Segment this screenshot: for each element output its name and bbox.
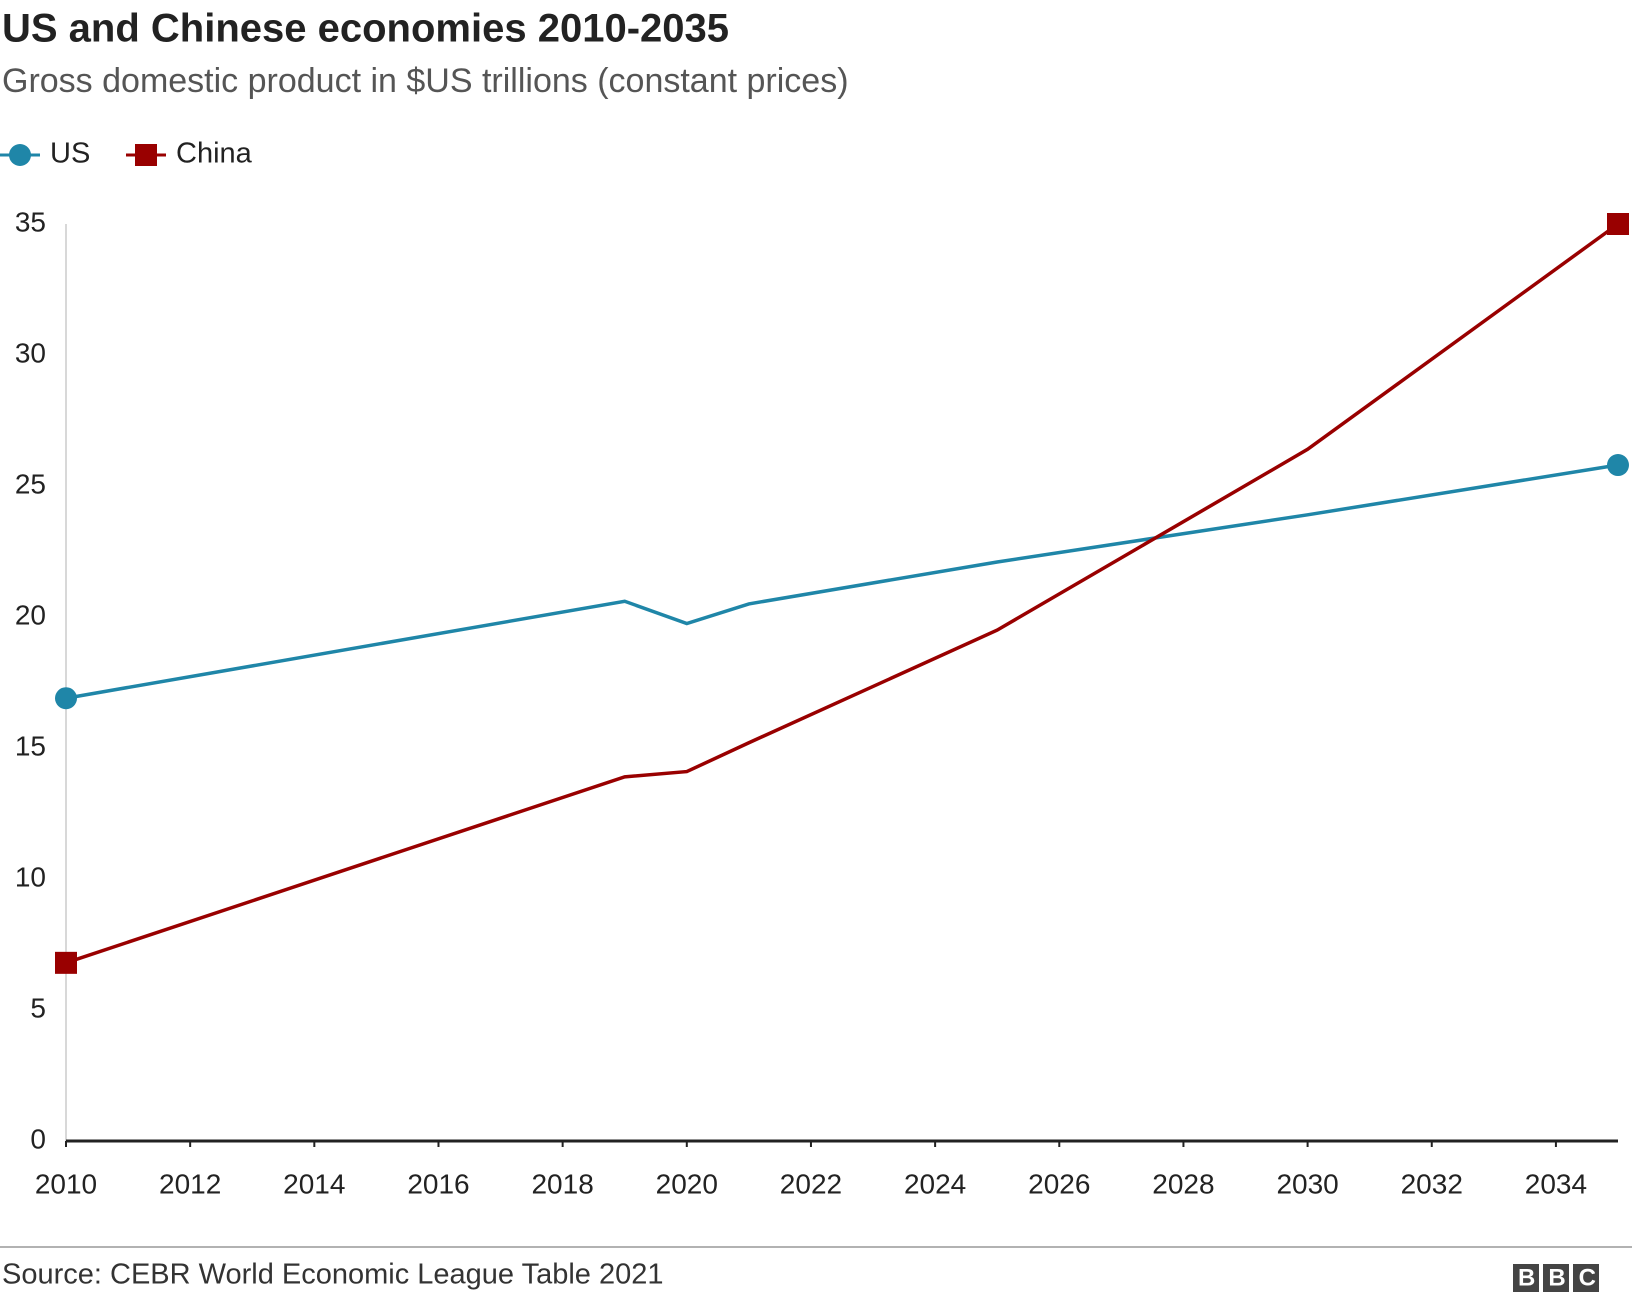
legend-swatch — [9, 144, 31, 166]
legend-label: US — [50, 138, 90, 170]
x-tick-label: 2024 — [904, 1168, 966, 1199]
logo-box — [1513, 1264, 1539, 1292]
x-tick-label: 2028 — [1152, 1168, 1214, 1199]
x-tick-label: 2020 — [656, 1168, 718, 1199]
logo-box — [1543, 1264, 1569, 1292]
x-tick-label: 2014 — [283, 1168, 345, 1199]
x-tick-label: 2012 — [159, 1168, 221, 1199]
end-marker — [1607, 213, 1629, 235]
y-tick-label: 20 — [15, 599, 46, 630]
logo-text: BBC — [1518, 1264, 1609, 1291]
series-line — [65, 463, 1619, 700]
x-tick-label: 2022 — [780, 1168, 842, 1199]
y-tick-label: 15 — [15, 730, 46, 761]
chart-subtitle: Gross domestic product in $US trillions … — [2, 62, 849, 100]
end-marker — [55, 687, 77, 710]
x-tick-label: 2018 — [531, 1168, 593, 1199]
y-tick-label: 10 — [15, 861, 46, 892]
legend-label: China — [176, 138, 253, 170]
x-tick-label: 2016 — [407, 1168, 469, 1199]
x-tick-label: 2026 — [1028, 1168, 1090, 1199]
x-tick-label: 2034 — [1525, 1168, 1587, 1199]
legend-item: US — [0, 138, 90, 170]
chart-title: US and Chinese economies 2010-2035 — [2, 7, 729, 51]
legend-swatch — [135, 144, 157, 166]
x-tick-label: 2010 — [35, 1168, 97, 1199]
y-tick-label: 5 — [30, 992, 46, 1023]
x-tick-label: 2030 — [1276, 1168, 1338, 1199]
y-tick-label: 0 — [30, 1123, 46, 1154]
y-tick-label: 35 — [15, 206, 46, 237]
logo-box — [1573, 1264, 1599, 1292]
y-tick-label: 25 — [15, 468, 46, 499]
series-line — [65, 222, 1620, 965]
end-marker — [1607, 454, 1629, 477]
end-marker — [55, 951, 77, 974]
legend-item: China — [126, 138, 253, 170]
source-note: Source: CEBR World Economic League Table… — [2, 1259, 663, 1291]
y-tick-label: 30 — [15, 337, 46, 368]
x-tick-label: 2032 — [1401, 1168, 1463, 1199]
bbc-logo: BBC — [1513, 1264, 1609, 1292]
